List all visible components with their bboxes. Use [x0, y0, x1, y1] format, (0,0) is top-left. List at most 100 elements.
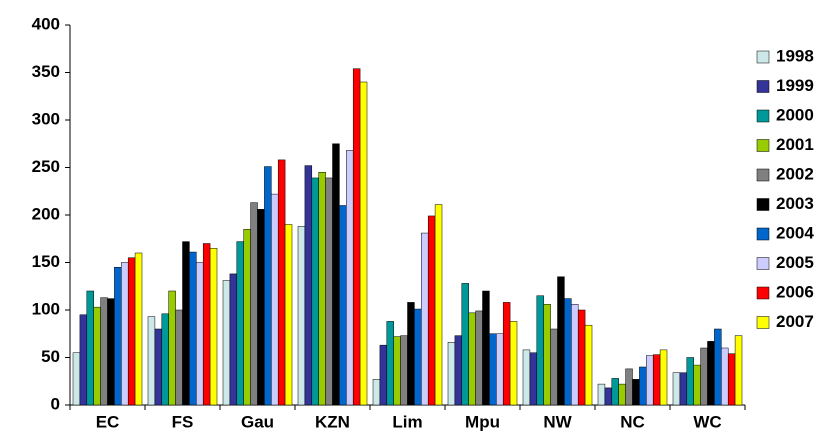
legend-label: 2003 — [776, 194, 814, 213]
bar — [161, 313, 169, 406]
bar — [352, 68, 361, 406]
bar — [496, 333, 504, 406]
bar — [625, 368, 633, 406]
bar — [529, 352, 538, 406]
x-tick-label: WC — [693, 412, 721, 431]
bar — [311, 177, 319, 406]
bar — [264, 166, 272, 406]
bar — [196, 262, 204, 406]
bar — [522, 349, 531, 406]
bar — [168, 290, 176, 406]
x-tick-label: EC — [96, 412, 120, 431]
bar — [632, 379, 640, 406]
legend-label: 2002 — [776, 164, 814, 183]
legend-label: 2004 — [776, 223, 814, 242]
bar — [414, 308, 422, 406]
bar — [618, 383, 626, 406]
bar — [543, 304, 551, 406]
bar — [250, 202, 258, 406]
legend-label: 1998 — [776, 46, 814, 65]
bar — [727, 353, 736, 406]
bar — [721, 347, 729, 406]
bar — [679, 372, 688, 406]
x-tick-label: Lim — [392, 412, 422, 431]
bar — [236, 241, 244, 406]
bar — [686, 357, 694, 406]
legend-label: 1999 — [776, 76, 814, 95]
bar — [461, 283, 469, 406]
bar — [107, 298, 115, 406]
bar — [693, 364, 701, 406]
bar — [550, 328, 558, 406]
legend-label: 2000 — [776, 105, 814, 124]
bar — [557, 276, 565, 406]
legend-swatch — [756, 257, 770, 270]
bar — [209, 248, 218, 406]
bar — [447, 342, 456, 406]
bar — [468, 312, 476, 406]
bar — [584, 324, 593, 406]
bar — [154, 328, 163, 406]
legend-label: 2007 — [776, 312, 814, 331]
bar — [652, 354, 661, 406]
legend-swatch — [756, 50, 770, 64]
x-tick-label: NW — [543, 412, 572, 431]
bar — [639, 366, 647, 406]
bar — [271, 193, 279, 406]
legend-label: 2006 — [776, 282, 814, 301]
bar — [700, 347, 708, 406]
y-tick-label: 400 — [32, 14, 60, 33]
legend-swatch — [756, 80, 770, 93]
bar — [346, 150, 354, 406]
bar — [502, 302, 511, 406]
bar — [454, 335, 463, 406]
x-tick-label: Mpu — [465, 412, 500, 431]
legend-label: 2001 — [776, 135, 814, 154]
y-tick-label: 150 — [32, 252, 60, 271]
bar — [400, 335, 408, 406]
bar — [72, 352, 81, 406]
y-tick-label: 50 — [41, 347, 60, 366]
bar — [359, 81, 368, 406]
bar — [304, 165, 313, 406]
bar — [222, 280, 231, 406]
bar — [611, 378, 619, 406]
bar — [243, 229, 251, 406]
bar — [229, 273, 238, 406]
bar — [127, 257, 136, 406]
bar — [86, 290, 94, 406]
bar — [407, 302, 415, 406]
y-tick-label: 100 — [32, 299, 60, 318]
bar — [672, 372, 681, 406]
bar — [372, 379, 381, 406]
legend-swatch — [756, 316, 770, 329]
bar — [536, 295, 544, 406]
y-tick-label: 350 — [32, 62, 60, 81]
bar — [325, 177, 333, 406]
bar — [93, 306, 101, 406]
bar — [114, 267, 122, 406]
legend-swatch — [756, 109, 770, 123]
bar — [707, 341, 715, 406]
bar — [646, 355, 654, 406]
legend-swatch — [756, 168, 770, 182]
x-tick-label: FS — [172, 412, 194, 431]
bar — [202, 243, 211, 406]
bar — [659, 349, 668, 406]
x-tick-label: NC — [620, 412, 645, 431]
bar — [571, 304, 579, 406]
bar — [79, 314, 88, 406]
bar — [482, 290, 490, 406]
bar — [577, 309, 586, 406]
bar — [318, 172, 326, 406]
bar — [147, 316, 156, 406]
bar — [597, 383, 606, 406]
legend-label: 2005 — [776, 253, 814, 272]
bar — [379, 344, 388, 406]
bar — [604, 387, 613, 406]
bar — [297, 226, 306, 406]
bar — [175, 309, 183, 406]
bar — [393, 336, 401, 406]
bar — [564, 298, 572, 406]
